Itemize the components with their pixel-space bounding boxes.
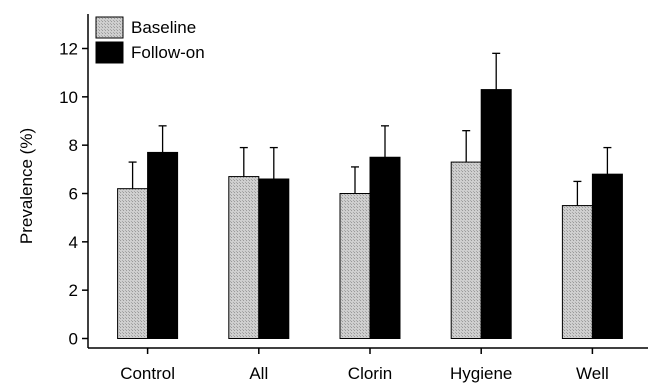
x-tick-labels: Control All Clorin Hygiene Well <box>120 348 609 383</box>
x-tick-label: Well <box>576 364 609 383</box>
legend: Baseline Follow-on <box>95 16 205 64</box>
bar-baseline-clorin <box>339 193 371 339</box>
y-tick-label: 10 <box>59 88 78 107</box>
bar-baseline-well <box>561 205 593 339</box>
legend-swatch <box>95 41 124 64</box>
x-tick-label: Clorin <box>348 364 392 383</box>
bar-baseline-control <box>117 188 149 339</box>
bars <box>117 52 623 340</box>
legend-swatch <box>95 16 124 39</box>
x-tick-label: Hygiene <box>450 364 512 383</box>
bar-follow-on-hygiene <box>480 89 512 340</box>
bar-follow-on-well <box>591 173 623 339</box>
y-axis-label: Prevalence (%) <box>17 128 36 244</box>
x-tick-label: All <box>249 364 268 383</box>
legend-label: Follow-on <box>131 43 205 62</box>
legend-label: Baseline <box>131 18 196 37</box>
bar-baseline-hygiene <box>450 161 482 339</box>
bar-follow-on-all <box>258 178 290 339</box>
bar-follow-on-control <box>147 151 179 339</box>
axes: 0 2 4 6 8 10 12 <box>59 14 648 349</box>
x-tick-label: Control <box>120 364 175 383</box>
y-tick-label: 4 <box>69 233 78 252</box>
y-tick-label: 6 <box>69 185 78 204</box>
bar-baseline-all <box>228 176 260 339</box>
y-tick-label: 12 <box>59 40 78 59</box>
y-tick-label: 8 <box>69 136 78 155</box>
y-tick-label: 2 <box>69 281 78 300</box>
y-tick-label: 0 <box>69 330 78 349</box>
bar-follow-on-clorin <box>369 156 401 339</box>
